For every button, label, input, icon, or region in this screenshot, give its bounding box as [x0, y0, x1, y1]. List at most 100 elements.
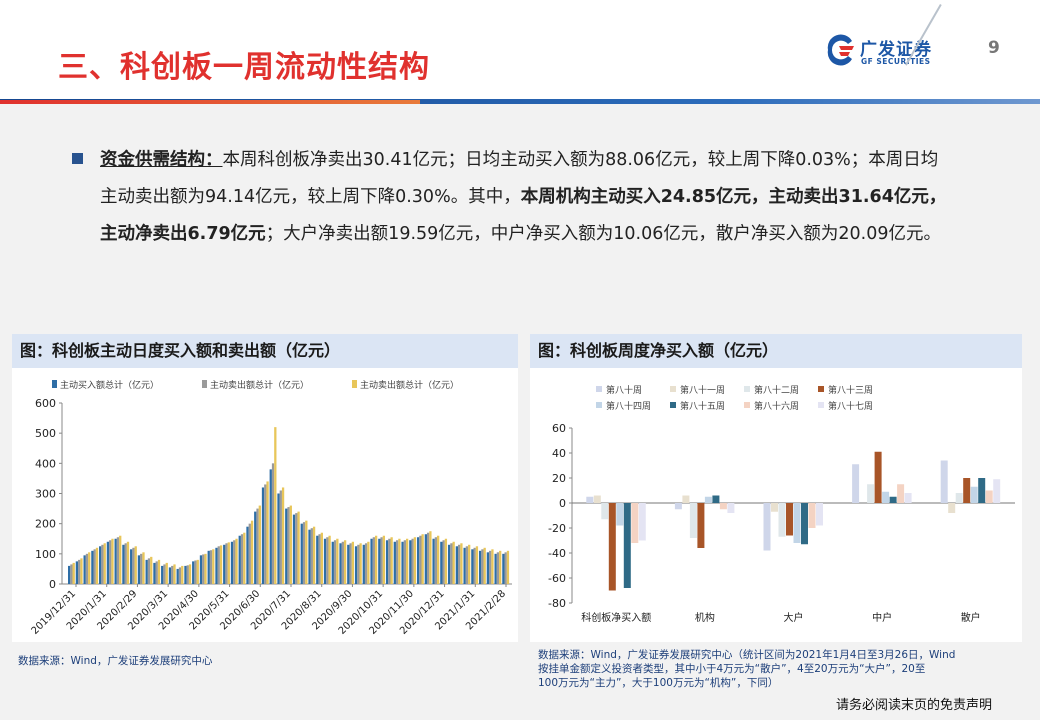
bar: [808, 503, 816, 528]
bar: [442, 540, 445, 584]
bar: [409, 540, 412, 584]
bar: [199, 555, 203, 584]
bar: [985, 490, 993, 503]
bar: [727, 503, 735, 513]
header-band-blue: [0, 99, 1040, 104]
bar: [504, 552, 507, 584]
bar: [153, 562, 156, 584]
bar: [429, 531, 432, 584]
bar: [215, 547, 218, 584]
bar: [426, 532, 430, 584]
bar: [874, 451, 882, 503]
bar: [465, 546, 469, 584]
bar: [114, 538, 117, 584]
bar: [867, 484, 875, 503]
bar: [212, 549, 215, 584]
bar: [496, 552, 500, 584]
bar: [367, 541, 370, 584]
bar: [586, 496, 594, 503]
bar: [460, 543, 463, 584]
bar: [502, 553, 505, 584]
bar: [101, 544, 104, 584]
bar: [188, 564, 192, 584]
bar: [323, 538, 327, 584]
bar: [481, 549, 484, 584]
bar: [274, 427, 277, 584]
bar: [119, 535, 122, 584]
bar: [261, 487, 265, 584]
bar: [357, 544, 360, 584]
bar: [616, 503, 624, 526]
bar: [372, 537, 375, 584]
legend-swatch: [596, 386, 602, 392]
bar: [786, 503, 793, 536]
left-chart-source: 数据来源：Wind，广发证券发展研究中心: [18, 655, 213, 667]
bar: [468, 544, 471, 584]
bar: [370, 538, 373, 584]
bar: [948, 503, 956, 513]
bar: [266, 481, 269, 584]
bar: [318, 534, 321, 584]
bar: [411, 538, 414, 584]
bar: [378, 538, 381, 584]
summary-text-1: 本周科创板净卖出30.41亿元；日均主动买入额为88.06亿元，较上周下降0.0…: [100, 150, 939, 207]
bar: [248, 523, 251, 584]
gf-logo: 广发证券 GF SECURITIES: [824, 33, 946, 69]
y-tick-label: -80: [548, 597, 566, 610]
legend-swatch: [596, 402, 602, 408]
bar: [475, 546, 479, 584]
legend-swatch: [52, 380, 57, 388]
legend-swatch: [670, 386, 676, 392]
bar: [354, 546, 358, 584]
bar: [233, 540, 236, 584]
bar: [385, 540, 389, 584]
bar: [416, 537, 420, 584]
bar: [440, 541, 443, 584]
bar: [623, 503, 631, 588]
category-label: 大户: [784, 611, 804, 624]
gf-logo-icon: [827, 34, 854, 66]
bar: [132, 547, 135, 584]
bar: [401, 541, 404, 584]
bar: [362, 544, 365, 584]
bar: [593, 495, 601, 503]
bar: [463, 547, 466, 584]
bar: [432, 538, 435, 584]
bar: [91, 550, 94, 584]
y-tick-label: 200: [35, 518, 56, 531]
y-tick-label: 100: [35, 548, 56, 561]
legend-swatch: [202, 380, 207, 388]
y-tick-label: 0: [559, 497, 566, 510]
bar: [178, 567, 182, 584]
summary-paragraph: 资金供需结构：本周科创板净卖出30.41亿元；日均主动买入额为88.06亿元，较…: [100, 142, 950, 253]
bar: [95, 547, 99, 584]
bar: [328, 535, 331, 584]
bar: [793, 503, 801, 543]
bar: [380, 537, 383, 584]
y-tick-label: 20: [552, 472, 566, 485]
category-label: 中户: [872, 611, 892, 624]
bar: [116, 537, 120, 584]
bar: [491, 549, 494, 584]
right-chart-panel: 图：科创板周度净买入额（亿元） 第八十周 第八十一周 第八十二周 第八十三周 第八十四周…: [530, 334, 1022, 642]
bar: [897, 484, 905, 503]
legend-swatch: [744, 402, 750, 408]
legend-label: 第八十三周: [828, 384, 873, 396]
bar: [478, 550, 482, 584]
bar: [763, 503, 771, 551]
bar: [816, 503, 823, 526]
bar: [78, 559, 81, 584]
bar: [157, 559, 161, 584]
bar: [109, 540, 112, 584]
legend-label: 第八十一周: [680, 384, 725, 396]
left-chart-title: 图：科创板主动日度买入额和卖出额（亿元）: [12, 334, 518, 368]
legend-label: 第八十五周: [680, 400, 725, 412]
bar: [150, 556, 153, 584]
legend-label: 主动卖出额总计（亿元）: [360, 379, 459, 391]
right-chart-title: 图：科创板周度净买入额（亿元）: [530, 334, 1022, 368]
bar: [281, 487, 285, 584]
summary-text-2: ；大户净卖出额19.59亿元，中户净买入额为10.06亿元，散户净买入额为20.…: [265, 224, 941, 244]
bar: [176, 568, 179, 584]
bar: [140, 553, 143, 584]
